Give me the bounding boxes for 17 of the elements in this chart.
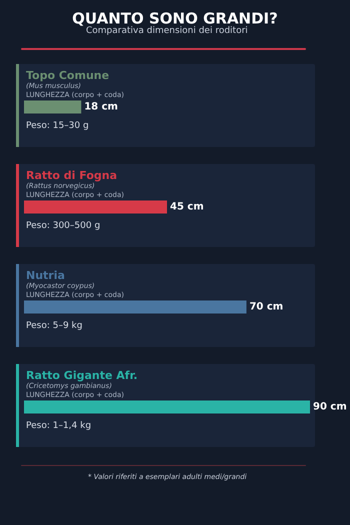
bar: [24, 300, 246, 314]
data-label: 45 cm: [170, 202, 204, 212]
y-tick-label: Nutria: [26, 269, 65, 282]
bar: [24, 400, 310, 414]
annotation: Peso: 300–500 g: [26, 221, 100, 231]
chart-subtitle: Comparativa dimensioni dei roditori: [86, 26, 248, 36]
bar: [24, 200, 167, 214]
y-tick-label: Ratto Gigante Afr.: [26, 369, 138, 382]
data-label: 18 cm: [84, 102, 118, 112]
annotation: Peso: 15–30 g: [26, 121, 89, 131]
data-label: 90 cm: [313, 402, 347, 412]
data-label: 70 cm: [249, 302, 284, 312]
annotation: Peso: 5–9 kg: [26, 321, 82, 331]
y-tick-label: Topo Comune: [26, 69, 110, 82]
annotation: Peso: 1–1,4 kg: [26, 421, 92, 431]
y-tick-label: Ratto di Fogna: [26, 169, 118, 182]
bar: [24, 100, 82, 114]
